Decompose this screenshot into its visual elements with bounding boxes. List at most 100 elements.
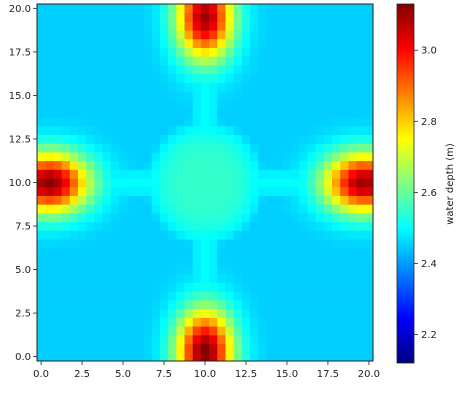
x-axis: 0.0 2.5 5.0 7.5 10.0 12.5 15.0 17.5 20.0 xyxy=(33,361,380,380)
heatmap-cell xyxy=(348,212,358,223)
heatmap-cell xyxy=(307,204,317,214)
heatmap-cell xyxy=(192,308,202,318)
heatmap-cell xyxy=(102,108,112,118)
heatmap-cell xyxy=(176,178,185,188)
heatmap-cell xyxy=(274,291,284,301)
heatmap-cell xyxy=(340,291,349,301)
heatmap-cell xyxy=(102,300,112,310)
heatmap-cell xyxy=(299,239,308,249)
heatmap-cell xyxy=(266,160,276,170)
heatmap-cell xyxy=(151,308,161,318)
heatmap-cell xyxy=(127,221,136,231)
heatmap-cell xyxy=(250,291,259,301)
heatmap-cell xyxy=(37,326,46,336)
heatmap-cell xyxy=(94,143,103,153)
y-tick-label: 12.5 xyxy=(9,134,31,145)
heatmap-cell xyxy=(274,82,284,92)
heatmap-cell xyxy=(102,82,112,92)
heatmap-cell xyxy=(127,152,136,162)
heatmap-cell xyxy=(184,91,194,101)
heatmap-cell xyxy=(250,108,259,118)
heatmap-cell xyxy=(200,282,210,292)
heatmap-cell xyxy=(168,108,177,118)
heatmap-cell xyxy=(340,64,349,75)
heatmap-cell xyxy=(86,221,95,231)
heatmap-cell xyxy=(291,212,300,223)
heatmap-cell xyxy=(45,247,54,257)
heatmap-cell xyxy=(217,230,226,240)
heatmap-cell xyxy=(176,117,185,127)
heatmap-cell xyxy=(69,317,79,327)
heatmap-cell xyxy=(291,204,300,214)
heatmap-cell xyxy=(209,343,218,353)
heatmap-cell xyxy=(332,256,341,266)
heatmap-cell xyxy=(102,326,112,336)
heatmap-cell xyxy=(323,143,333,153)
heatmap-cell xyxy=(241,12,251,22)
heatmap-cell xyxy=(225,4,235,14)
heatmap-cell xyxy=(151,12,161,22)
heatmap-cell xyxy=(266,239,276,249)
heatmap-cell xyxy=(282,282,292,292)
heatmap-cell xyxy=(69,169,79,179)
heatmap-cell xyxy=(110,169,120,179)
heatmap-cell xyxy=(102,317,112,327)
heatmap-cell xyxy=(274,204,284,214)
heatmap-cell xyxy=(53,186,62,196)
heatmap-cell xyxy=(250,326,259,336)
heatmap-cell xyxy=(37,178,46,188)
heatmap-cell xyxy=(266,91,276,101)
heatmap-cell xyxy=(323,204,333,214)
heatmap-cell xyxy=(45,178,54,188)
heatmap-cell xyxy=(364,38,374,48)
heatmap-cell xyxy=(356,21,366,31)
heatmap-cell xyxy=(102,265,112,275)
heatmap-cell xyxy=(192,38,202,48)
heatmap-cell xyxy=(258,326,267,336)
heatmap-cell xyxy=(118,73,128,83)
heatmap-cell xyxy=(176,152,185,162)
heatmap-cell xyxy=(53,317,62,327)
heatmap-cell xyxy=(307,273,317,284)
heatmap-cell xyxy=(53,308,62,318)
heatmap-cell xyxy=(323,343,333,353)
x-tick-label: 5.0 xyxy=(115,369,131,380)
heatmap-cell xyxy=(250,134,259,144)
heatmap-cell xyxy=(323,308,333,318)
heatmap-cell xyxy=(176,30,185,40)
heatmap-cell xyxy=(184,38,194,48)
heatmap-cell xyxy=(94,169,103,179)
heatmap-cell xyxy=(77,47,87,57)
heatmap-cell xyxy=(192,56,202,66)
heatmap-cell xyxy=(110,212,120,223)
heatmap-cell xyxy=(118,108,128,118)
heatmap-cell xyxy=(77,343,87,353)
heatmap-cell xyxy=(364,30,374,40)
heatmap-cell xyxy=(53,265,62,275)
heatmap-cell xyxy=(225,343,235,353)
heatmap-cell xyxy=(274,265,284,275)
heatmap-cell xyxy=(135,204,144,214)
heatmap-cell xyxy=(184,125,194,136)
heatmap-cell xyxy=(176,204,185,214)
heatmap-cell xyxy=(282,64,292,75)
heatmap-cell xyxy=(77,64,87,75)
heatmap-cell xyxy=(135,247,144,257)
heatmap-cell xyxy=(77,143,87,153)
heatmap-cell xyxy=(86,317,95,327)
heatmap-cell xyxy=(143,117,153,127)
heatmap-cell xyxy=(266,308,276,318)
heatmap-cell xyxy=(307,221,317,231)
heatmap-cell xyxy=(200,143,210,153)
heatmap-cell xyxy=(200,178,210,188)
heatmap-cell xyxy=(151,160,161,170)
heatmap-cell xyxy=(102,221,112,231)
heatmap-cell xyxy=(291,178,300,188)
heatmap-cell xyxy=(274,99,284,109)
heatmap-cell xyxy=(127,326,136,336)
heatmap-cell xyxy=(217,169,226,179)
heatmap-cell xyxy=(143,82,153,92)
heatmap-cell xyxy=(184,21,194,31)
heatmap-cell xyxy=(250,334,259,344)
heatmap-cell xyxy=(135,47,144,57)
